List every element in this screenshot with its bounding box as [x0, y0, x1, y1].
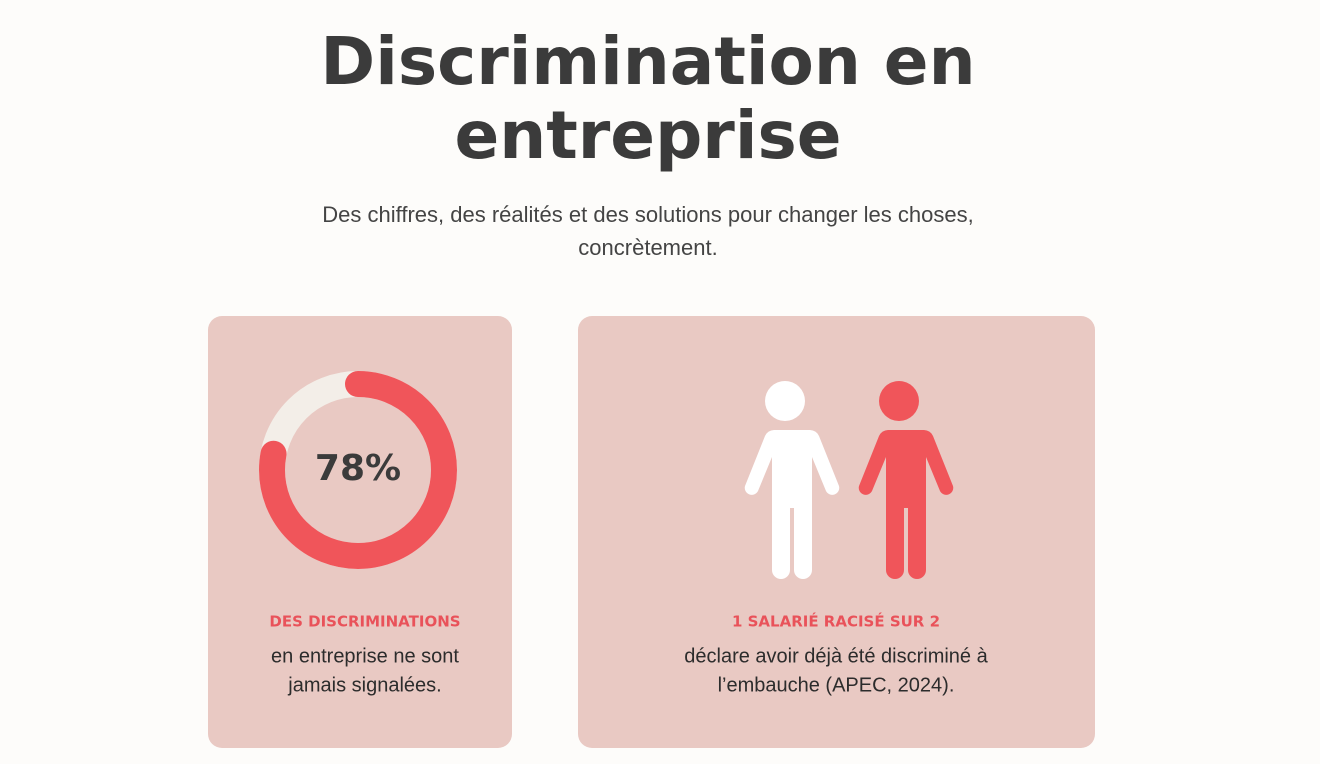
- person-icon: [744, 381, 840, 579]
- title-line: Discrimination en: [320, 23, 975, 100]
- donut-arc: [259, 371, 457, 569]
- person-icon: [858, 381, 954, 579]
- subtitle-line: concrètement.: [578, 235, 717, 260]
- subtitle-line: Des chiffres, des réalités et des soluti…: [322, 202, 973, 227]
- card: [578, 316, 1095, 748]
- card-kicker: DES DISCRIMINATIONS: [269, 613, 460, 631]
- donut-label: 78%: [315, 448, 401, 489]
- card-text: déclare avoir déjà été discriminé à: [684, 645, 988, 667]
- card-kicker: 1 SALARIÉ RACISÉ SUR 2: [732, 612, 940, 631]
- card-text: l’embauche (APEC, 2024).: [718, 674, 955, 696]
- title-line: entreprise: [454, 97, 841, 174]
- card-text: en entreprise ne sont: [271, 645, 459, 667]
- card-text: jamais signalées.: [287, 674, 441, 696]
